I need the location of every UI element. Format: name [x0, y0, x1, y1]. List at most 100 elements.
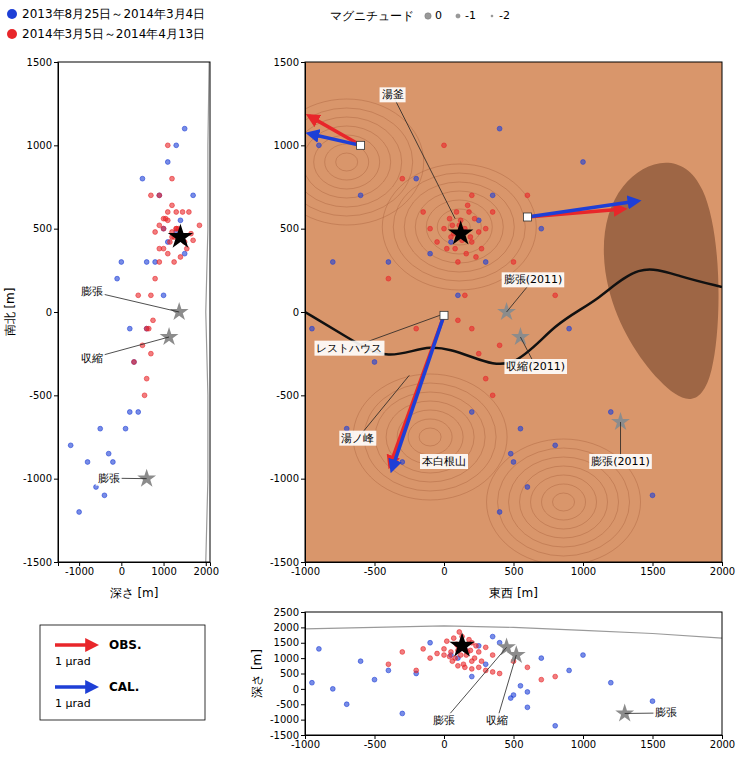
- hypocenter: [490, 193, 495, 198]
- panel: -1000-5000500100015002000-1500-1000-5000…: [250, 607, 735, 750]
- leader-line: [92, 292, 179, 313]
- hypocenter: [428, 640, 433, 645]
- tick-label: -500: [276, 390, 299, 401]
- hypocenter: [450, 223, 455, 228]
- map-background: [305, 62, 722, 562]
- tick-label: -500: [364, 566, 387, 577]
- hypocenter: [344, 702, 349, 707]
- hypocenter: [157, 260, 162, 265]
- hypocenter: [608, 680, 613, 685]
- tilt-legend-box: [40, 625, 205, 720]
- hypocenter: [508, 451, 513, 456]
- tick-label: -1000: [291, 739, 320, 750]
- tick-mark: [301, 145, 305, 146]
- hypocenter: [77, 510, 82, 515]
- hypocenter: [449, 240, 454, 245]
- hypocenter: [184, 246, 189, 251]
- annotation: 収縮: [79, 337, 169, 366]
- marks: [309, 116, 654, 514]
- label-patch: [380, 87, 406, 102]
- hypocenter: [497, 671, 502, 676]
- hypocenter: [414, 668, 419, 673]
- hypocenter: [525, 485, 530, 490]
- tick-label: 2500: [274, 607, 299, 618]
- tick-mark: [54, 395, 58, 396]
- tick-label: 1000: [274, 653, 299, 664]
- plot-frame: [58, 62, 210, 562]
- annotation-label: 本白根山: [422, 455, 466, 468]
- hypocenter: [165, 143, 170, 148]
- hypocenter: [167, 240, 172, 245]
- magnitude-label: 0: [435, 9, 442, 22]
- hypocenter: [386, 260, 391, 265]
- tick: 500: [504, 562, 523, 577]
- hypocenter: [358, 659, 363, 664]
- hypocenter: [191, 238, 196, 243]
- tick: -500: [364, 735, 387, 750]
- hypocenter: [650, 493, 655, 498]
- hypocenter: [317, 647, 322, 652]
- tick-mark: [54, 312, 58, 313]
- tilt-vector-cal: [527, 201, 637, 217]
- tilt-legend-scale: 1 μrad: [55, 697, 91, 710]
- annotation-label: 収縮(2011): [506, 360, 565, 373]
- hypocenter: [476, 230, 481, 235]
- topography-line: [305, 626, 722, 638]
- hypocenter: [170, 176, 175, 181]
- hypocenter: [442, 647, 447, 652]
- annotation-label: 収縮: [486, 714, 508, 727]
- hypocenter: [508, 696, 513, 701]
- tick: -500: [29, 390, 58, 401]
- hypocenter: [449, 650, 454, 655]
- contour: [382, 164, 536, 290]
- tick: -1000: [65, 562, 94, 577]
- panel: -1000010002000-1500-1000-500050010001500…: [3, 57, 219, 600]
- legend: 2013年8月25日～2014年3月4日2014年3月5日～2014年4月13日: [7, 7, 205, 41]
- tick-mark: [54, 479, 58, 480]
- tilt-vector-cal: [392, 315, 444, 469]
- hypocenter: [123, 426, 128, 431]
- hypocenter: [553, 674, 558, 679]
- hypocenter: [525, 690, 530, 695]
- tick-label: -1500: [270, 557, 299, 568]
- hypocenter: [469, 666, 474, 671]
- tick: 500: [280, 668, 305, 679]
- annotation: 膨張: [79, 284, 179, 312]
- hypocenter: [469, 659, 474, 664]
- hypocenter: [497, 510, 502, 515]
- hypocenter: [400, 460, 405, 465]
- contour: [305, 99, 424, 225]
- hypocenter: [456, 663, 461, 668]
- hypocenter: [490, 634, 495, 639]
- legend-swatch: [7, 29, 17, 39]
- tick: 1500: [274, 57, 305, 68]
- hypocenter: [161, 226, 166, 231]
- annotation: 湯釜: [380, 87, 456, 218]
- hypocenter: [174, 210, 179, 215]
- plot-area: [305, 62, 722, 562]
- hypocenter: [372, 360, 377, 365]
- hypocenter: [447, 216, 452, 221]
- magnitude-label: -1: [465, 9, 476, 22]
- tick-label: 500: [280, 223, 299, 234]
- hypocenter: [453, 246, 458, 251]
- hypocenter: [469, 193, 474, 198]
- hypocenter: [106, 451, 111, 456]
- contour: [426, 200, 492, 254]
- axis-line: [301, 613, 306, 736]
- hypocenter: [400, 711, 405, 716]
- hypocenter: [650, 699, 655, 704]
- annotation: 膨張(2011): [502, 272, 565, 312]
- hypocenter: [518, 426, 523, 431]
- hypocenter: [469, 326, 474, 331]
- marks: [68, 62, 209, 562]
- tick-label: -1000: [270, 473, 299, 484]
- hypocenter: [161, 226, 166, 231]
- hypocenter: [479, 246, 484, 251]
- tick-label: 1000: [274, 140, 299, 151]
- annotation-label: 膨張(2011): [504, 273, 563, 286]
- hypocenter: [344, 426, 349, 431]
- tick: 2000: [710, 562, 735, 577]
- contour: [415, 191, 503, 263]
- annotation-label: 膨張: [98, 472, 120, 485]
